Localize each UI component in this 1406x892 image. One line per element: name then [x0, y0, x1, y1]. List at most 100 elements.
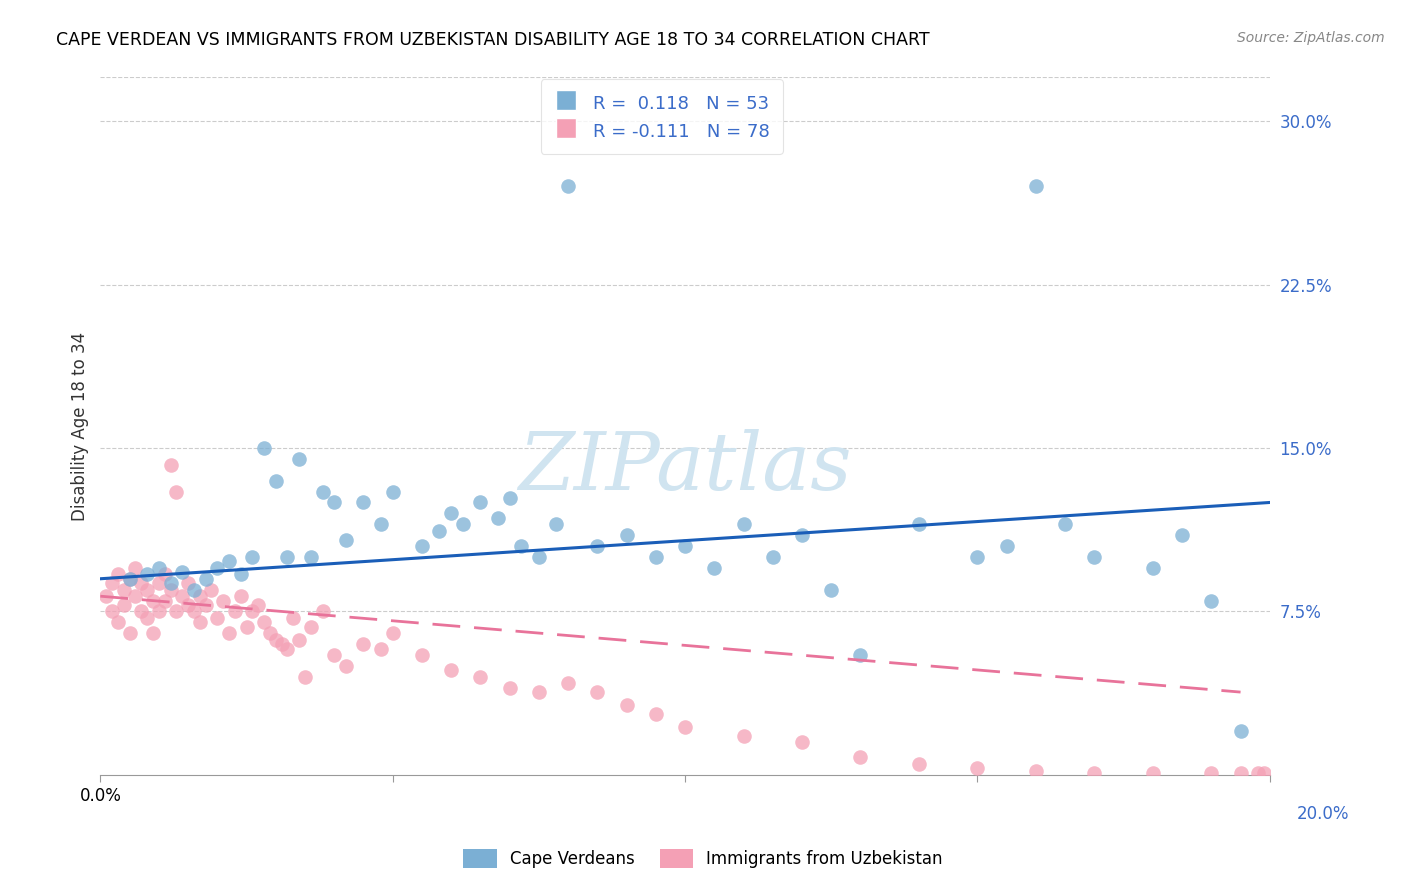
Point	[762, 549, 785, 564]
Point	[1247, 765, 1270, 780]
Point	[849, 750, 872, 764]
Point	[673, 539, 696, 553]
Point	[107, 567, 129, 582]
Point	[142, 593, 165, 607]
Point	[118, 572, 141, 586]
Point	[259, 626, 281, 640]
Point	[429, 524, 451, 538]
Point	[451, 517, 474, 532]
Point	[124, 561, 146, 575]
Point	[148, 576, 170, 591]
Point	[188, 589, 211, 603]
Text: 20.0%: 20.0%	[1296, 805, 1348, 823]
Point	[299, 620, 322, 634]
Point	[790, 528, 813, 542]
Point	[908, 757, 931, 772]
Legend: Cape Verdeans, Immigrants from Uzbekistan: Cape Verdeans, Immigrants from Uzbekista…	[457, 842, 949, 875]
Point	[908, 517, 931, 532]
Point	[283, 611, 305, 625]
Point	[294, 670, 316, 684]
Point	[96, 589, 118, 603]
Point	[253, 615, 276, 630]
Point	[470, 495, 492, 509]
Point	[703, 561, 725, 575]
Point	[1201, 593, 1223, 607]
Point	[207, 611, 229, 625]
Point	[101, 576, 124, 591]
Point	[820, 582, 842, 597]
Point	[1142, 765, 1164, 780]
Point	[616, 698, 638, 713]
Point	[353, 637, 375, 651]
Point	[159, 458, 181, 473]
Point	[1054, 517, 1077, 532]
Point	[586, 685, 609, 699]
Point	[1253, 765, 1275, 780]
Point	[165, 604, 187, 618]
Point	[136, 567, 159, 582]
Point	[159, 576, 181, 591]
Point	[276, 549, 298, 564]
Point	[177, 598, 200, 612]
Point	[112, 582, 135, 597]
Text: CAPE VERDEAN VS IMMIGRANTS FROM UZBEKISTAN DISABILITY AGE 18 TO 34 CORRELATION C: CAPE VERDEAN VS IMMIGRANTS FROM UZBEKIST…	[56, 31, 929, 49]
Point	[557, 179, 579, 194]
Legend: R =  0.118   N = 53, R = -0.111   N = 78: R = 0.118 N = 53, R = -0.111 N = 78	[541, 79, 783, 153]
Point	[276, 641, 298, 656]
Point	[129, 576, 152, 591]
Point	[440, 507, 463, 521]
Point	[527, 549, 550, 564]
Point	[644, 706, 666, 721]
Point	[411, 648, 433, 662]
Point	[323, 495, 346, 509]
Point	[353, 495, 375, 509]
Point	[1142, 561, 1164, 575]
Point	[183, 604, 205, 618]
Point	[172, 589, 194, 603]
Point	[586, 539, 609, 553]
Point	[242, 549, 264, 564]
Point	[470, 670, 492, 684]
Point	[270, 637, 292, 651]
Point	[381, 626, 404, 640]
Point	[200, 582, 222, 597]
Text: Source: ZipAtlas.com: Source: ZipAtlas.com	[1237, 31, 1385, 45]
Point	[335, 533, 357, 547]
Point	[165, 484, 187, 499]
Point	[172, 566, 194, 580]
Point	[242, 604, 264, 618]
Point	[288, 451, 311, 466]
Point	[112, 598, 135, 612]
Point	[229, 589, 252, 603]
Point	[370, 641, 392, 656]
Point	[1201, 765, 1223, 780]
Point	[235, 620, 257, 634]
Point	[136, 582, 159, 597]
Point	[411, 539, 433, 553]
Point	[644, 549, 666, 564]
Point	[1083, 765, 1105, 780]
Point	[616, 528, 638, 542]
Point	[335, 659, 357, 673]
Point	[183, 582, 205, 597]
Point	[370, 517, 392, 532]
Point	[673, 720, 696, 734]
Point	[107, 615, 129, 630]
Point	[264, 632, 287, 647]
Point	[1229, 765, 1251, 780]
Point	[129, 604, 152, 618]
Point	[118, 572, 141, 586]
Point	[995, 539, 1018, 553]
Point	[224, 604, 246, 618]
Point	[1083, 549, 1105, 564]
Point	[188, 615, 211, 630]
Point	[218, 626, 240, 640]
Point	[849, 648, 872, 662]
Point	[527, 685, 550, 699]
Point	[733, 517, 755, 532]
Point	[381, 484, 404, 499]
Point	[498, 681, 520, 695]
Point	[207, 561, 229, 575]
Point	[229, 567, 252, 582]
Point	[1025, 179, 1047, 194]
